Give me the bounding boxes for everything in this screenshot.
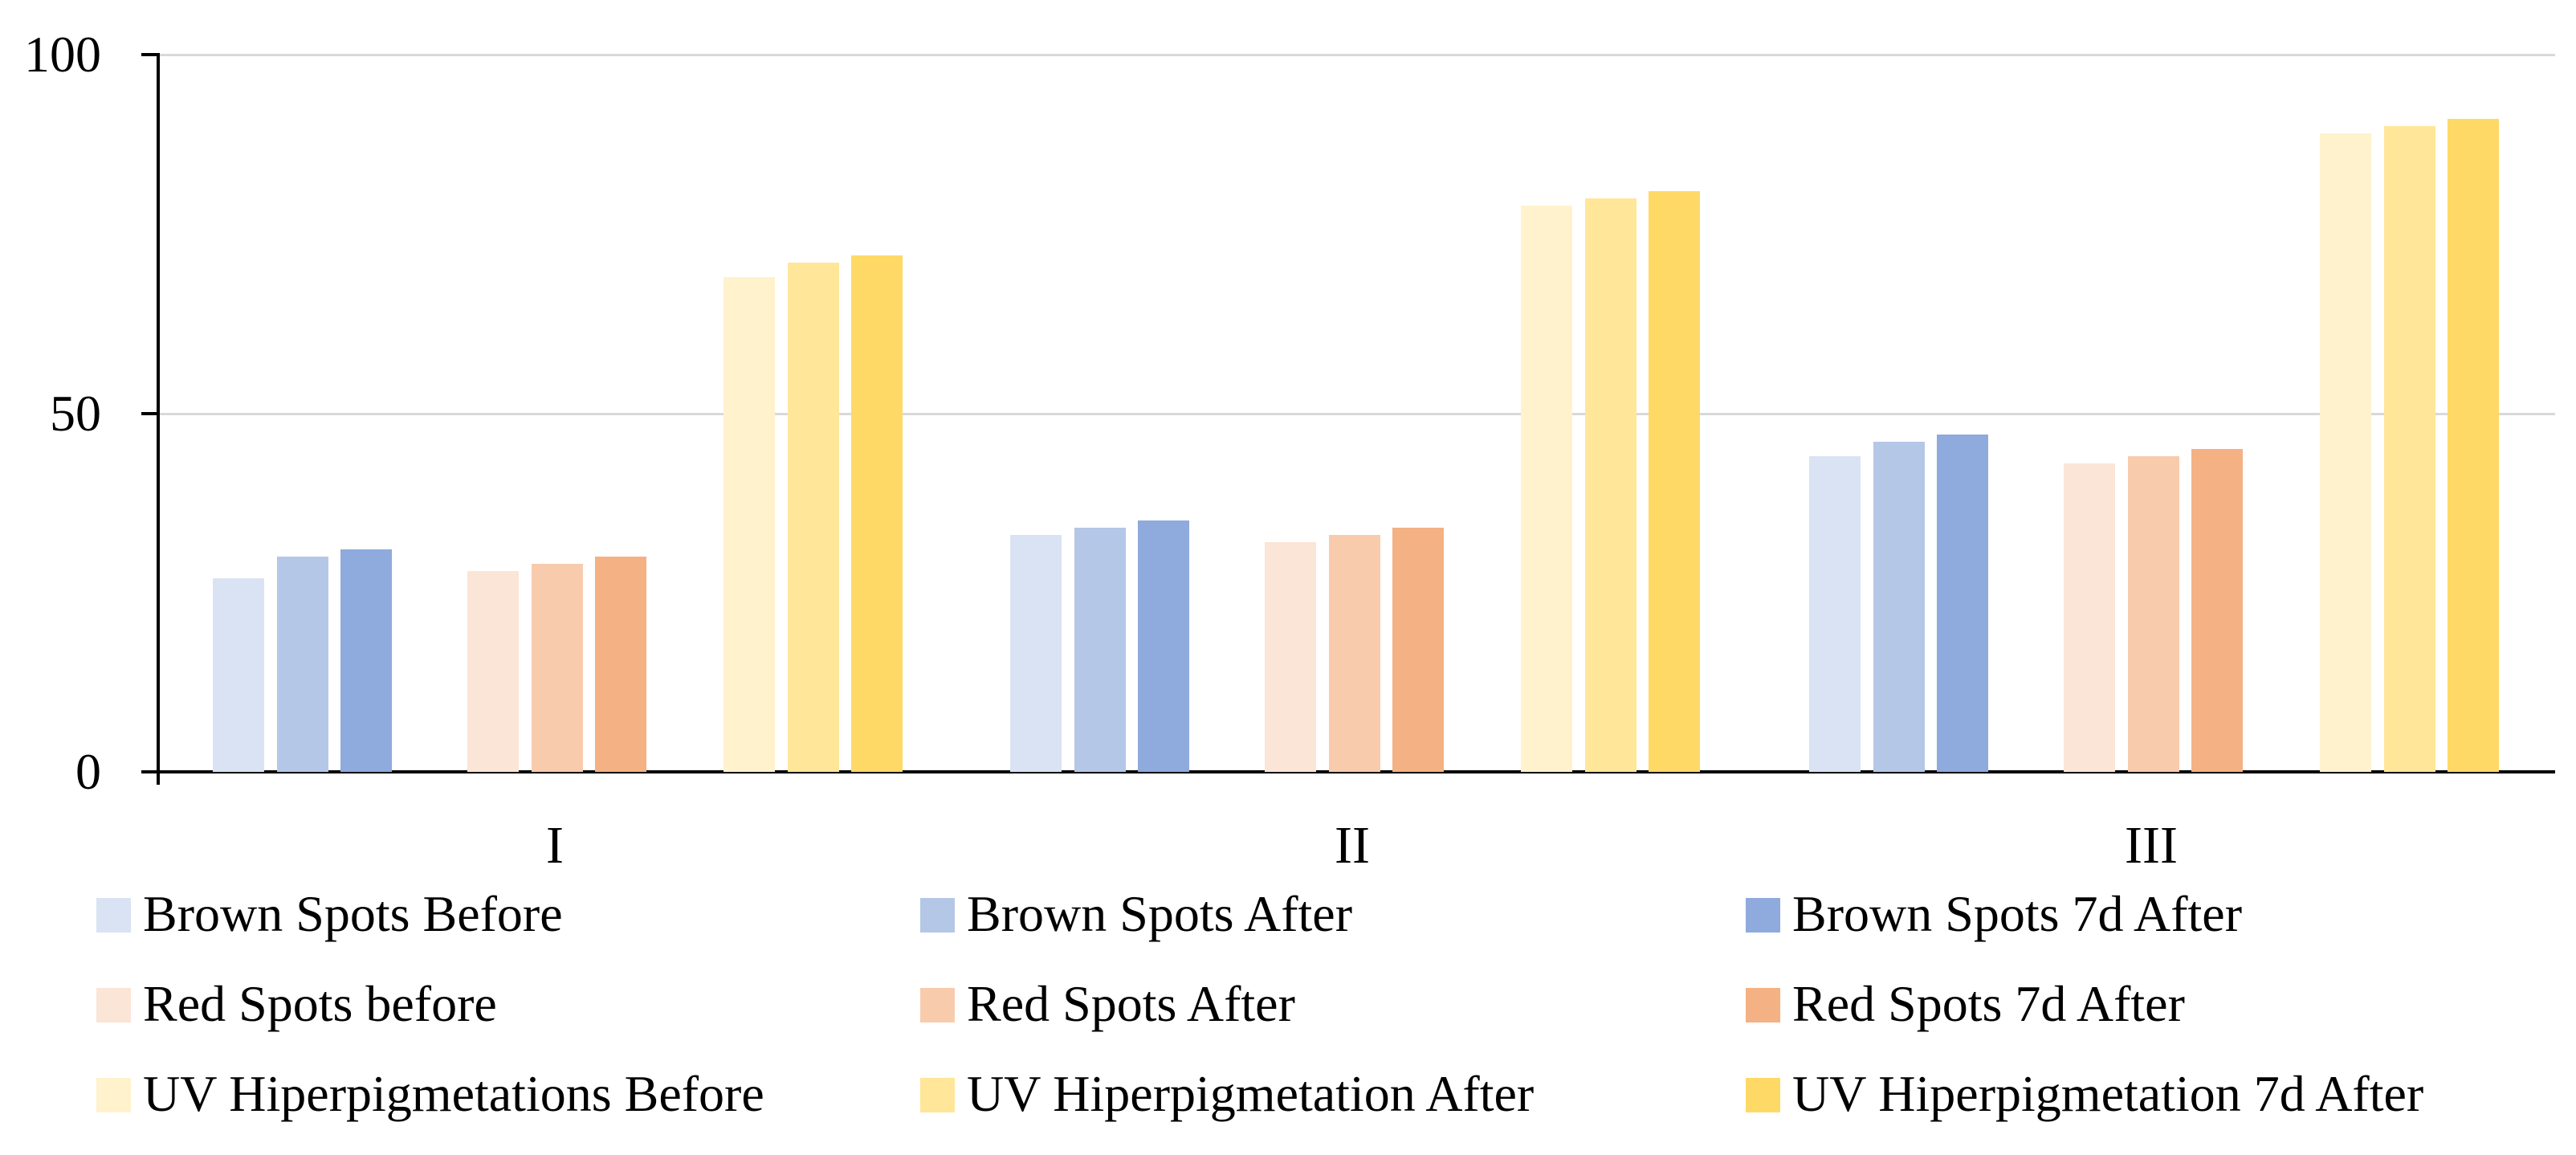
legend-swatch (96, 898, 131, 933)
bar-II-brown-spots-7d-after (1138, 520, 1189, 772)
bar-III-red-spots-before (2064, 463, 2115, 772)
legend-label: Brown Spots 7d After (1792, 885, 2242, 942)
bar-III-red-spots-after (2127, 456, 2179, 772)
bar-I-uv-hiperpigmetation-7d-after (851, 255, 903, 772)
legend-swatch (96, 1078, 131, 1112)
bar-II-red-spots-7d-after (1392, 528, 1444, 772)
x-axis-category-label-II: II (1335, 816, 1370, 875)
legend-swatch (1746, 898, 1780, 933)
legend-swatch (920, 988, 955, 1022)
legend-label: Red Spots After (967, 975, 1295, 1032)
legend-label: Red Spots before (143, 975, 497, 1032)
y-axis-tick-label-100: 100 (24, 26, 101, 83)
legend-swatch (1746, 988, 1780, 1022)
bar-III-brown-spots-after (1873, 442, 1925, 772)
y-axis-line (157, 53, 160, 785)
bar-III-red-spots-7d-after (2191, 449, 2243, 772)
bar-III-brown-spots-7d-after (1937, 435, 1988, 772)
bar-III-uv-hiperpigmetations-before (2320, 133, 2371, 772)
bar-III-uv-hiperpigmetation-after (2383, 126, 2435, 772)
legend-swatch (96, 988, 131, 1022)
bar-III-uv-hiperpigmetation-7d-after (2448, 119, 2499, 772)
legend-label: UV Hiperpigmetation After (967, 1065, 1535, 1122)
bar-II-red-spots-before (1265, 542, 1316, 772)
legend-label: Brown Spots Before (143, 885, 563, 942)
bar-I-uv-hiperpigmetation-after (787, 262, 839, 772)
y-axis-tick-50 (141, 411, 159, 415)
legend-swatch (920, 898, 955, 933)
x-axis-line (141, 770, 2555, 773)
y-axis-tick-100 (141, 53, 159, 56)
legend-label: Brown Spots After (967, 885, 1352, 942)
bar-II-red-spots-after (1328, 535, 1380, 772)
bar-I-red-spots-7d-after (595, 557, 646, 772)
bar-II-brown-spots-after (1074, 528, 1126, 772)
x-axis-category-label-III: III (2125, 816, 2178, 875)
y-axis-tick-label-0: 0 (75, 743, 101, 800)
y-axis-tick-label-50: 50 (50, 384, 101, 442)
legend-label: UV Hiperpigmetation 7d After (1792, 1065, 2424, 1122)
legend-label: UV Hiperpigmetations Before (143, 1065, 764, 1122)
bar-I-red-spots-after (531, 564, 583, 772)
legend-swatch (1746, 1078, 1780, 1112)
bar-II-brown-spots-before (1010, 535, 1062, 772)
bar-I-brown-spots-before (213, 578, 264, 772)
gridline-100 (159, 54, 2555, 56)
bar-II-uv-hiperpigmetation-7d-after (1649, 190, 1700, 772)
bar-I-brown-spots-7d-after (340, 549, 392, 772)
bar-II-uv-hiperpigmetations-before (1521, 205, 1572, 772)
bar-I-brown-spots-after (276, 557, 328, 772)
legend-swatch (920, 1078, 955, 1112)
x-axis-category-label-I: I (546, 816, 564, 875)
bar-I-uv-hiperpigmetations-before (723, 276, 775, 772)
gridline-50 (159, 412, 2555, 415)
legend-label: Red Spots 7d After (1792, 975, 2185, 1032)
bar-II-uv-hiperpigmetation-after (1584, 198, 1636, 772)
bar-III-brown-spots-before (1809, 456, 1861, 772)
bar-I-red-spots-before (467, 570, 519, 772)
